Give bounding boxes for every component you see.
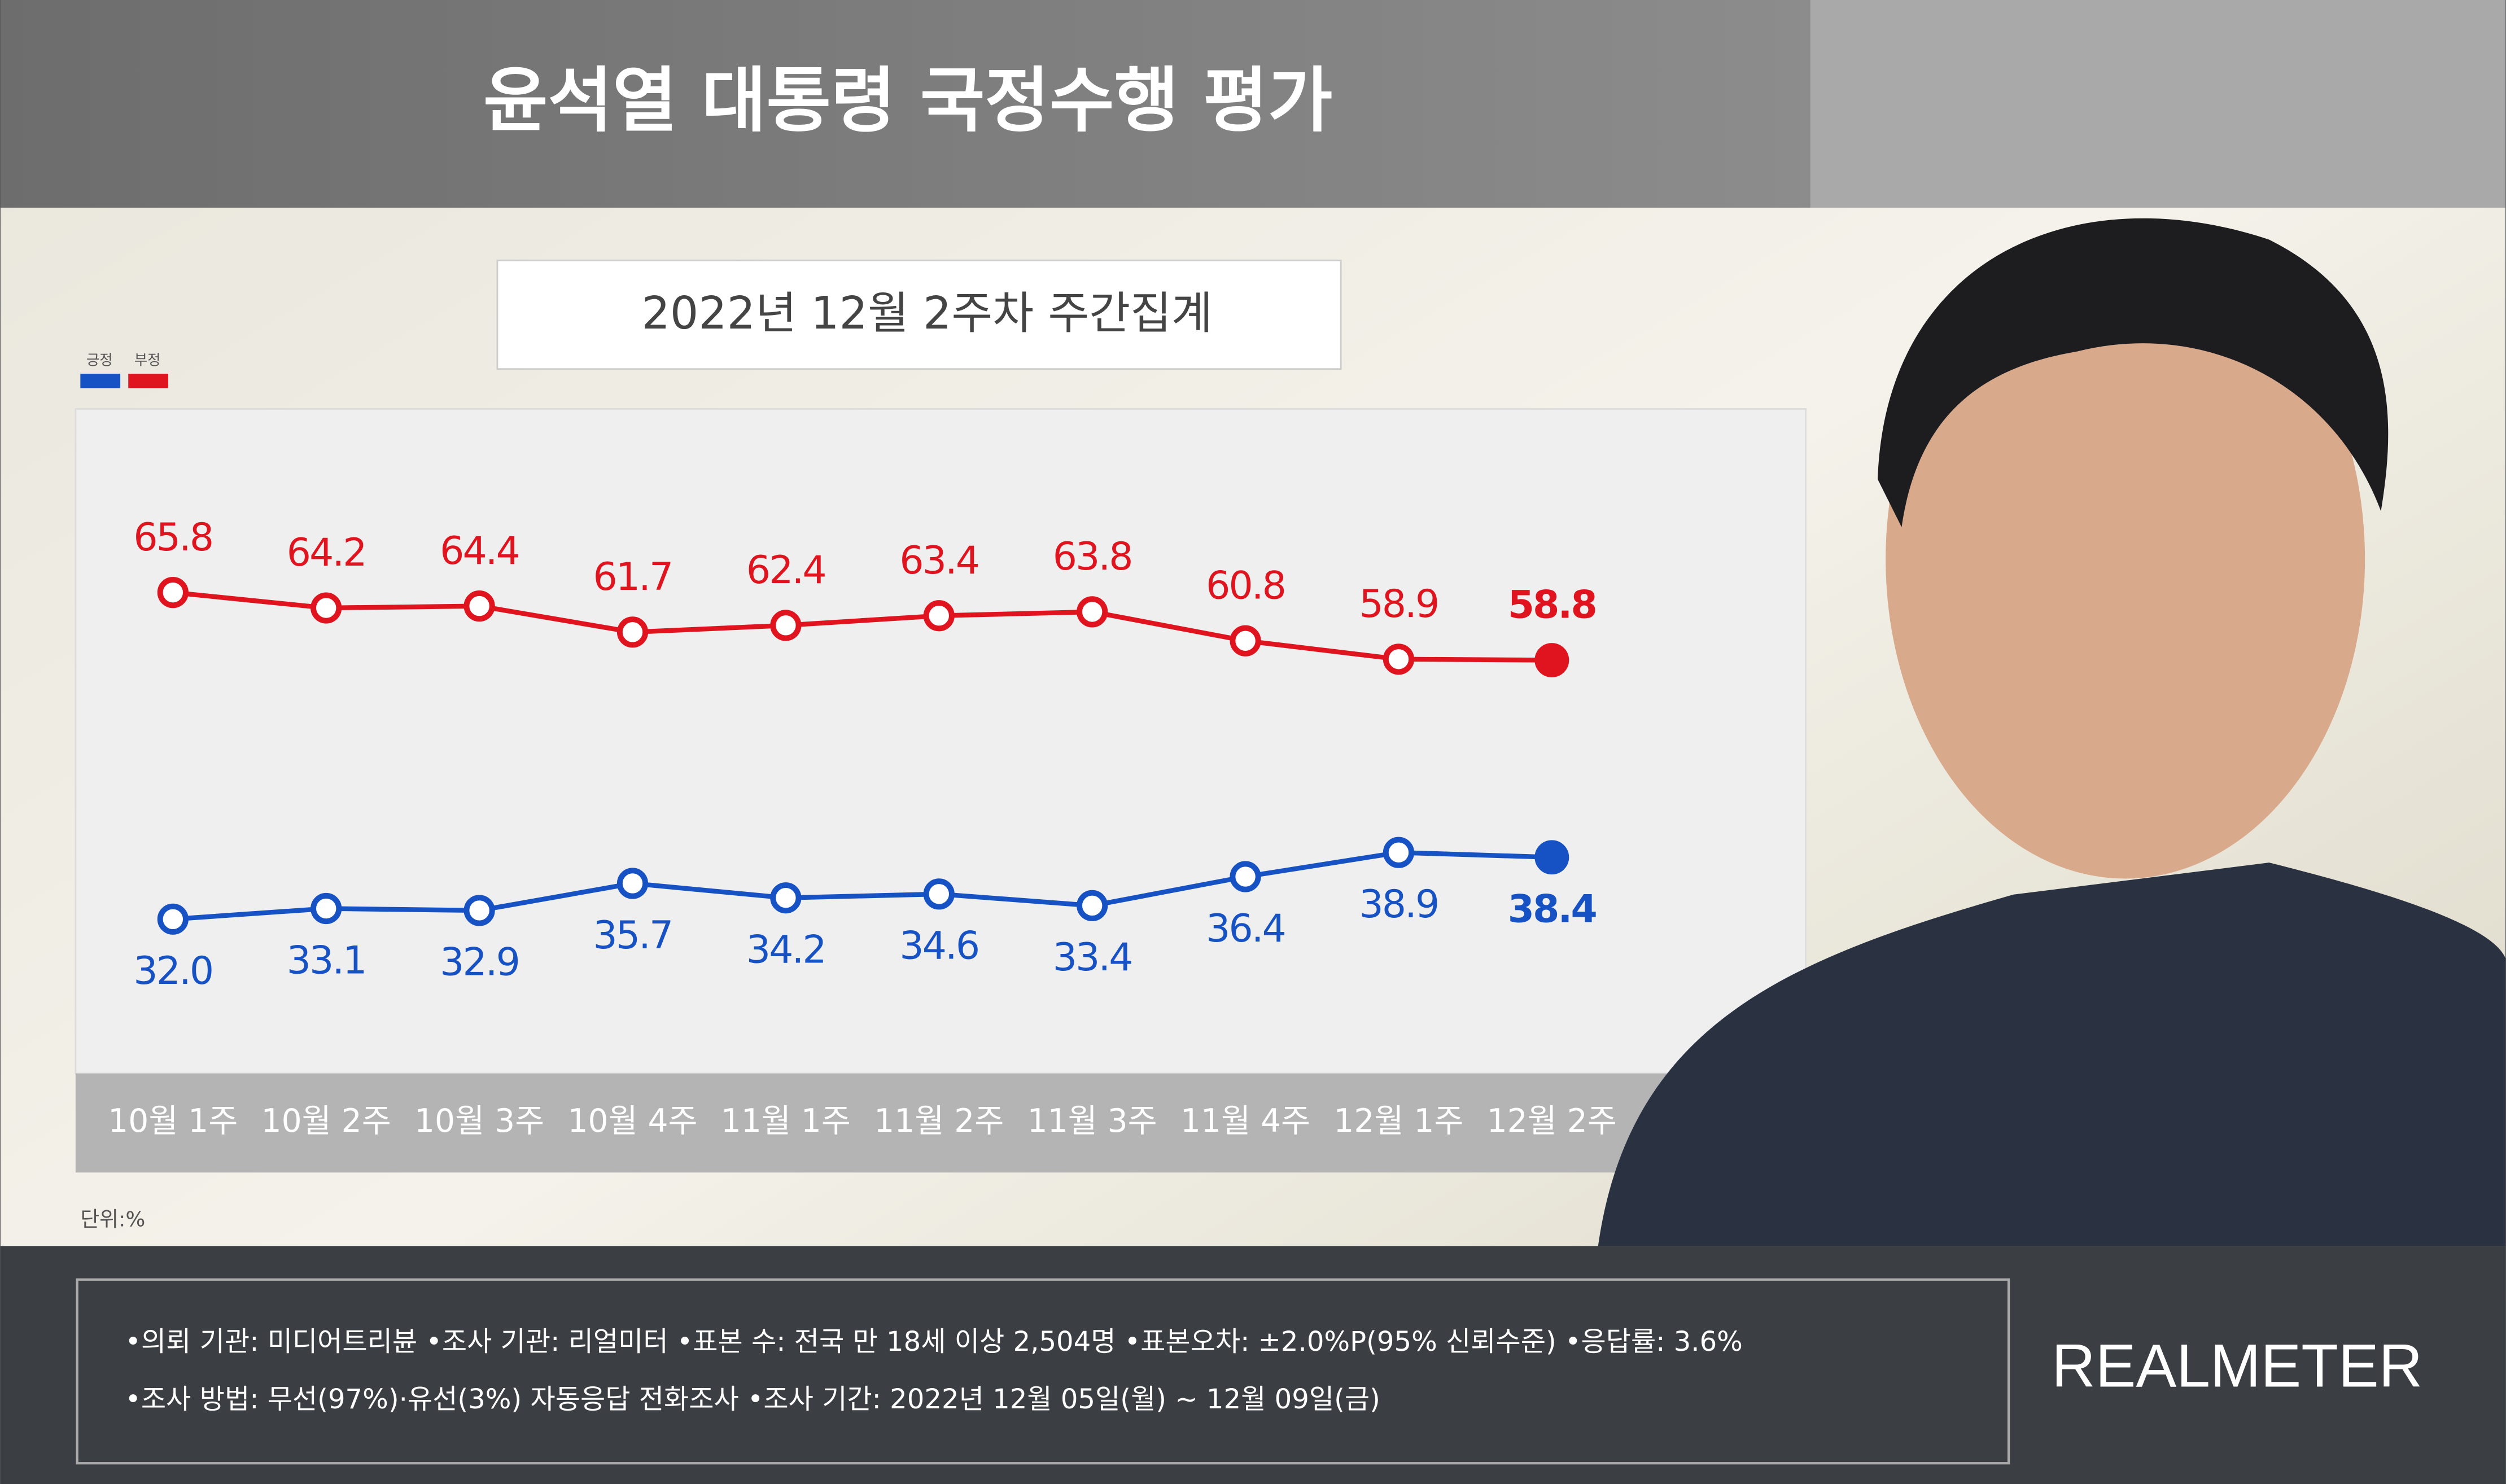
footer-box — [76, 1278, 2010, 1465]
data-point — [310, 592, 342, 624]
photo-placeholder — [1598, 218, 2506, 1246]
data-label: 33.4 — [1053, 935, 1132, 980]
category-strip — [75, 1073, 1806, 1173]
unit-label: 단위:% — [80, 1207, 145, 1232]
data-label: 32.9 — [440, 940, 519, 985]
data-point — [923, 600, 955, 632]
data-label: 38.4 — [1508, 887, 1597, 932]
photo-suit — [1598, 863, 2506, 1246]
footer-note: •조사 방법: 무선(97%)·유선(3%) 자동응답 전화조사 •조사 기간:… — [125, 1384, 1380, 1415]
data-label: 63.8 — [1053, 535, 1132, 579]
data-point — [310, 892, 342, 925]
data-point — [616, 868, 649, 899]
data-label: 65.8 — [133, 515, 212, 560]
title-banner — [0, 0, 1811, 208]
data-label: 62.4 — [746, 548, 825, 593]
data-point — [1534, 840, 1569, 875]
data-label: 58.9 — [1359, 582, 1438, 627]
footer — [0, 1246, 2506, 1484]
x-tick-label: 10월 4주 — [567, 1102, 697, 1140]
legend-label: 긍정 — [86, 352, 113, 369]
data-point — [1230, 625, 1261, 656]
data-label: 64.2 — [287, 531, 366, 575]
plot-area — [75, 408, 1807, 1075]
x-tick-label: 11월 1주 — [721, 1102, 851, 1140]
subtitle-box — [496, 259, 1342, 370]
series-line — [172, 590, 1552, 663]
data-point — [1077, 596, 1108, 628]
photo-face — [1886, 239, 2365, 879]
chart-title: 윤석열 대통령 국정수행 평가 — [483, 60, 1333, 142]
x-tick-label: 10월 1주 — [108, 1102, 238, 1140]
x-tick-label: 12월 2주 — [1487, 1102, 1617, 1140]
data-point — [463, 895, 495, 926]
x-tick-label: 10월 3주 — [414, 1102, 544, 1140]
data-label: 38.9 — [1359, 882, 1438, 927]
data-point — [1077, 890, 1108, 921]
data-label: 60.8 — [1206, 563, 1285, 608]
footer-note: •의뢰 기관: 미디어트리뷴 •조사 기관: 리얼미터 •표본 수: 전국 만 … — [125, 1326, 1743, 1358]
data-label: 34.2 — [746, 927, 825, 972]
legend-swatch — [80, 374, 121, 388]
data-point — [463, 590, 495, 622]
x-tick-label: 10월 2주 — [261, 1102, 391, 1140]
series-line — [173, 850, 1552, 922]
brand: REALMETER — [2052, 1332, 2422, 1399]
legend-label: 부정 — [134, 352, 161, 369]
subtitle: 2022년 12월 2주차 주간집계 — [641, 287, 1212, 339]
data-point — [770, 610, 802, 641]
photo-hair — [1878, 218, 2389, 527]
data-point — [1383, 837, 1415, 868]
data-point — [923, 878, 955, 910]
data-label: 35.7 — [593, 913, 672, 958]
x-tick-label: 11월 3주 — [1027, 1102, 1157, 1140]
data-point — [157, 577, 189, 609]
x-tick-label: 11월 4주 — [1180, 1102, 1310, 1140]
data-label: 61.7 — [593, 555, 672, 599]
data-point — [1230, 861, 1261, 892]
legend-swatch — [128, 374, 168, 388]
data-label: 36.4 — [1206, 907, 1285, 951]
data-point — [616, 616, 649, 648]
data-label: 34.6 — [899, 924, 978, 969]
data-label: 33.1 — [287, 938, 366, 983]
data-point — [1534, 643, 1569, 677]
data-point — [1383, 643, 1415, 675]
data-point — [770, 882, 802, 914]
data-label: 63.4 — [899, 539, 978, 583]
data-label: 32.0 — [133, 949, 212, 993]
data-label: 58.8 — [1508, 583, 1596, 628]
data-label: 64.4 — [440, 529, 519, 574]
banner-right — [1810, 0, 2506, 208]
data-point — [157, 903, 189, 935]
x-tick-label: 11월 2주 — [874, 1102, 1004, 1140]
x-tick-label: 12월 1주 — [1333, 1102, 1463, 1140]
